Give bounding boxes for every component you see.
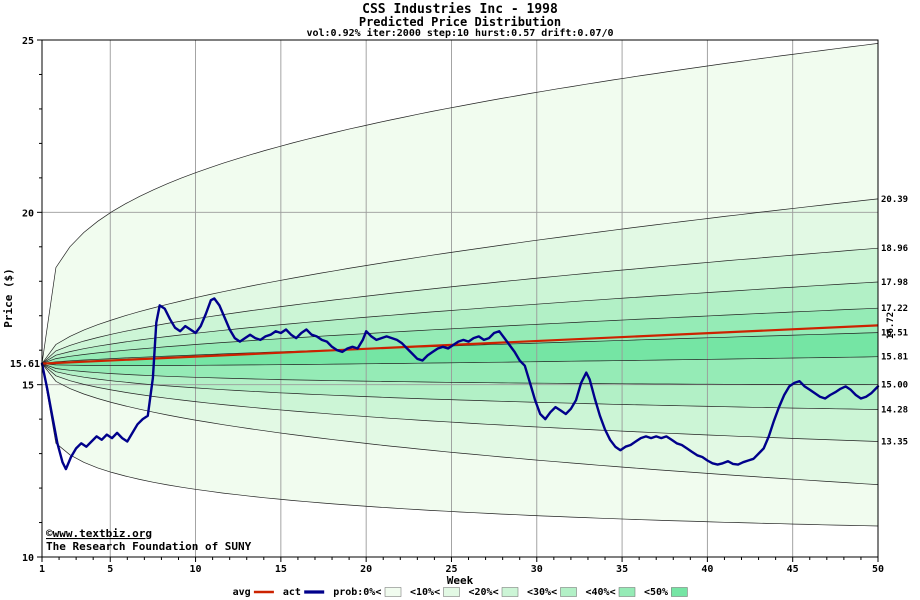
x-tick-label: 40 xyxy=(701,564,713,575)
chart-title: CSS Industries Inc - 1998 xyxy=(362,2,558,17)
x-tick-label: 25 xyxy=(445,564,457,575)
band-boundary-line xyxy=(41,356,879,366)
band-value-label: 14.28 xyxy=(881,405,908,415)
watermark-url[interactable]: ©www.textbiz.org xyxy=(46,527,152,540)
x-tick-label: 45 xyxy=(787,564,799,575)
band-boundary-line xyxy=(41,363,879,442)
band-boundary-line xyxy=(41,363,879,410)
band-value-label: 17.22 xyxy=(881,304,908,314)
legend-swatch-5 xyxy=(560,587,577,597)
start-price-label: 15.61 xyxy=(10,359,40,370)
x-tick-label: 35 xyxy=(616,564,628,575)
band-boundary-line xyxy=(41,247,879,364)
band-value-label: 15.81 xyxy=(881,353,908,363)
band-value-label: 13.35 xyxy=(881,438,908,448)
legend-label-6: <40%< xyxy=(586,587,616,598)
legend-label-4: <20%< xyxy=(469,587,499,598)
x-tick-label: 30 xyxy=(531,564,543,575)
legend-swatch-7 xyxy=(671,587,688,597)
plot-border xyxy=(41,39,879,558)
legend-label-2: prob:0%< xyxy=(333,587,381,598)
chart-subtitle: Predicted Price Distribution xyxy=(359,15,561,29)
legend-swatch-2 xyxy=(384,587,402,597)
x-axis-title: Week xyxy=(447,574,474,587)
band-boundary-line xyxy=(41,198,879,364)
band-value-label: 15.00 xyxy=(881,381,908,391)
band-boundary-line xyxy=(41,43,879,364)
y-tick-label: 15 xyxy=(22,381,34,392)
band-boundary-line xyxy=(41,363,879,386)
band-boundary-line xyxy=(41,363,879,485)
legend-label-3: <10%< xyxy=(410,587,440,598)
band-value-label: 16.51 xyxy=(881,329,908,339)
x-tick-label: 50 xyxy=(872,564,884,575)
x-tick-label: 1 xyxy=(39,564,45,575)
band-value-label: 20.39 xyxy=(881,195,908,205)
band-boundary-line xyxy=(41,307,879,364)
band-value-label: 18.96 xyxy=(881,244,908,254)
legend-swatch-4 xyxy=(501,587,519,597)
chart-layers: 1 5 10 15 20 25 30 35 40 45 501015202520.3918.9617… xyxy=(22,36,908,598)
watermark-org: The Research Foundation of SUNY xyxy=(46,540,252,553)
y-axis-title: Price ($) xyxy=(2,268,15,328)
chart-params: vol:0.92% iter:2000 step:10 hurst:0.57 d… xyxy=(306,27,613,39)
band-value-label: 17.98 xyxy=(881,278,908,288)
y-tick-label: 20 xyxy=(22,208,34,219)
avg-price-line xyxy=(41,324,879,365)
legend-label-5: <30%< xyxy=(527,587,557,598)
y-tick-label: 10 xyxy=(22,553,34,564)
legend-label-1: act xyxy=(283,587,301,598)
band-boundary-line xyxy=(41,281,879,364)
legend-label-0: avg xyxy=(233,587,251,598)
fan-band-5 xyxy=(42,332,878,366)
band-boundary-line xyxy=(41,363,879,527)
x-tick-label: 15 xyxy=(275,564,287,575)
legend-swatch-6 xyxy=(618,587,636,597)
x-tick-label: 20 xyxy=(360,564,372,575)
x-tick-label: 5 xyxy=(107,564,113,575)
legend-label-7: <50% xyxy=(644,587,668,598)
legend-swatch-3 xyxy=(443,587,460,597)
x-tick-label: 10 xyxy=(190,564,202,575)
actual-price-line xyxy=(40,297,880,471)
avg-end-label: 16.72 xyxy=(886,312,896,339)
y-tick-label: 25 xyxy=(22,36,34,47)
